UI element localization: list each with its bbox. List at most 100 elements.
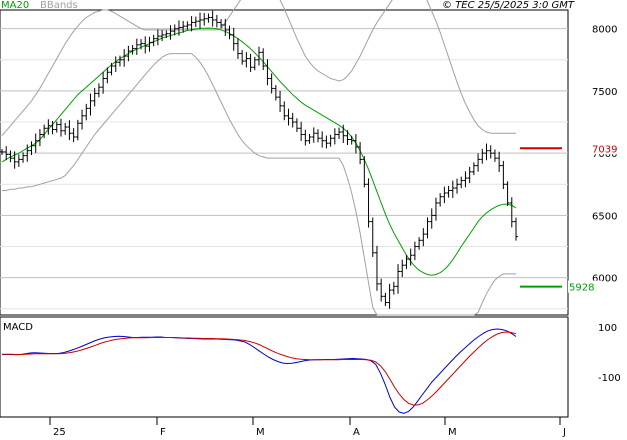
ohlc-bar — [299, 121, 304, 141]
copyright-label: © TEC 25/5/2025 3:0 GMT — [442, 0, 575, 11]
ohlc-bar — [92, 87, 97, 107]
x-tick-label: F — [160, 427, 166, 438]
ohlc-bar — [240, 49, 245, 65]
ohlc-bar — [391, 281, 396, 295]
ohlc-bar — [353, 134, 358, 154]
ohlc-bar — [484, 143, 489, 161]
ohlc-bar — [269, 73, 274, 94]
x-tick-label: A — [353, 427, 360, 438]
ohlc-bar — [476, 153, 481, 172]
ohlc-bar — [29, 141, 34, 156]
ohlc-bar — [12, 151, 17, 169]
ohlc-bar — [471, 162, 476, 176]
ohlc-bar — [117, 55, 122, 67]
ohlc-bar — [438, 193, 443, 207]
ohlc-bar — [198, 12, 203, 29]
ohlc-bar — [96, 83, 101, 98]
ohlc-bar — [509, 197, 514, 228]
ohlc-bar — [235, 38, 240, 59]
macd-tick-label: -100 — [598, 373, 621, 384]
ohlc-bars — [0, 10, 518, 309]
ohlc-bar — [88, 93, 93, 116]
ohlc-bar — [446, 185, 451, 198]
ohlc-bar — [147, 36, 152, 52]
ohlc-bar — [362, 156, 367, 188]
ohlc-bar — [459, 176, 464, 189]
ohlc-bar — [374, 245, 379, 291]
ohlc-bar — [168, 25, 173, 40]
ohlc-bar — [160, 29, 165, 42]
ohlc-bar — [278, 91, 283, 112]
ohlc-bar — [320, 131, 325, 148]
macd-series-macd — [2, 328, 517, 414]
ohlc-bar — [42, 124, 47, 139]
ohlc-bar — [33, 133, 38, 153]
ohlc-bar — [273, 85, 278, 101]
ohlc-bar — [492, 149, 497, 162]
ohlc-bar — [143, 36, 148, 54]
ohlc-bar — [408, 248, 413, 266]
ohlc-bar — [223, 18, 228, 36]
price-tick-label: 6000 — [592, 274, 617, 285]
ohlc-bar — [181, 20, 186, 33]
ohlc-bar — [303, 129, 308, 146]
ma20-legend-label: MA20 — [1, 0, 29, 11]
ohlc-bar — [244, 52, 249, 68]
ohlc-bar — [387, 283, 392, 309]
price-annotations: 7039 5928 — [520, 142, 625, 294]
ohlc-bar — [155, 29, 160, 46]
bbands-legend-label: BBands — [40, 0, 78, 11]
macd-panel-label: MACD — [3, 322, 33, 333]
level-label: 7039 — [592, 144, 617, 155]
ohlc-bar — [345, 130, 350, 145]
price-tick-label: 7000 — [592, 149, 617, 160]
bbands-upper-line — [1, 0, 516, 137]
ohlc-bar — [214, 14, 219, 28]
ohlc-bar — [442, 186, 447, 204]
bollinger-bands — [1, 0, 516, 316]
ohlc-bar — [164, 30, 169, 39]
ohlc-bar — [151, 34, 156, 47]
macd-panel — [0, 316, 569, 418]
ohlc-bar — [105, 67, 110, 84]
ohlc-bar — [210, 10, 215, 27]
ohlc-bar — [101, 71, 106, 94]
macd-tick-label: 100 — [598, 323, 617, 334]
ohlc-bar — [46, 119, 51, 135]
ohlc-bar — [67, 120, 72, 141]
price-y-axis: 8000 7500 7000 6500 6000 — [592, 25, 617, 285]
ohlc-bar — [455, 178, 460, 194]
ohlc-bar — [315, 129, 320, 143]
ohlc-bar — [189, 16, 194, 32]
ohlc-bar — [290, 112, 295, 128]
ohlc-bar — [227, 25, 232, 40]
ohlc-bar — [467, 166, 472, 184]
ohlc-bar — [185, 21, 190, 30]
ohlc-bar — [248, 53, 253, 72]
ohlc-bar — [488, 145, 493, 159]
level-label-bg — [591, 142, 625, 155]
ohlc-bar — [311, 127, 316, 143]
ohlc-bar — [480, 148, 485, 164]
price-tick-label: 6500 — [592, 211, 617, 222]
ohlc-bar — [139, 39, 144, 50]
level-label: 5928 — [569, 283, 594, 294]
ohlc-bar — [257, 46, 261, 66]
ohlc-bar — [349, 135, 354, 145]
ohlc-bar — [75, 119, 80, 141]
ohlc-bar — [429, 208, 434, 229]
price-tick-label: 8000 — [592, 25, 617, 36]
price-panel — [0, 9, 569, 316]
ohlc-bar — [172, 24, 177, 36]
ohlc-bar — [328, 134, 333, 147]
ohlc-bar — [176, 20, 181, 36]
ohlc-bar — [113, 56, 118, 72]
ohlc-bar — [206, 13, 211, 23]
ohlc-bar — [37, 129, 42, 147]
ohlc-bar — [4, 146, 9, 161]
ohlc-bar — [231, 27, 236, 51]
ohlc-bar — [514, 217, 518, 241]
ohlc-bar — [0, 148, 4, 155]
ohlc-bar — [433, 197, 438, 221]
